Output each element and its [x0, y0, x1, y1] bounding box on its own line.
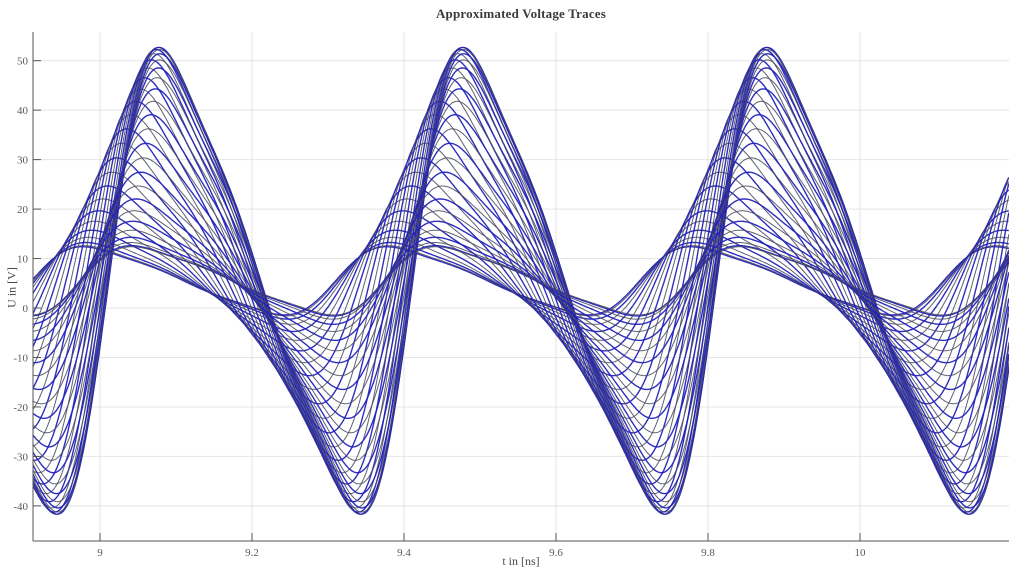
x-tick-label: 9.2 — [245, 547, 259, 559]
x-axis-label: t in [ns] — [502, 554, 540, 568]
voltage-trace — [33, 171, 1009, 391]
voltage-trace — [33, 88, 1009, 474]
voltage-trace — [33, 100, 1009, 461]
voltage-trace — [33, 157, 1009, 405]
y-tick-label: 50 — [17, 56, 29, 68]
x-tick-label: 9 — [97, 547, 103, 559]
y-tick-label: 40 — [17, 105, 29, 117]
y-tick-label: 20 — [17, 204, 29, 216]
voltage-trace — [33, 128, 1009, 434]
x-tick-label: 9.4 — [397, 547, 411, 559]
x-tick-label: 9.8 — [701, 547, 715, 559]
voltage-trace — [33, 77, 1009, 485]
voltage-trace — [33, 246, 1009, 316]
voltage-trace — [33, 113, 1009, 448]
y-axis-label: U in [V] — [4, 267, 19, 308]
voltage-trace — [33, 157, 1009, 405]
voltage-trace — [33, 185, 1009, 377]
y-tick-label: -30 — [13, 451, 28, 463]
y-tick-label: -40 — [13, 501, 28, 513]
voltage-trace — [33, 76, 1009, 485]
voltage-trace — [33, 198, 1009, 364]
y-tick-label: -10 — [13, 352, 28, 364]
chart-title: Approximated Voltage Traces — [435, 6, 607, 21]
trace-group — [33, 46, 1009, 515]
voltage-trace — [33, 142, 1009, 419]
y-tick-label: -20 — [13, 402, 28, 414]
voltage-trace — [33, 59, 1009, 503]
voltage-trace — [33, 67, 1009, 495]
y-tick-label: 30 — [17, 155, 29, 167]
x-tick-label: 9.6 — [549, 547, 563, 559]
x-tick-label: 10 — [854, 547, 866, 559]
y-tick-label: 0 — [23, 303, 29, 315]
voltage-trace — [33, 53, 1009, 509]
voltage-trace — [33, 171, 1009, 390]
y-tick-label: 10 — [17, 254, 29, 266]
